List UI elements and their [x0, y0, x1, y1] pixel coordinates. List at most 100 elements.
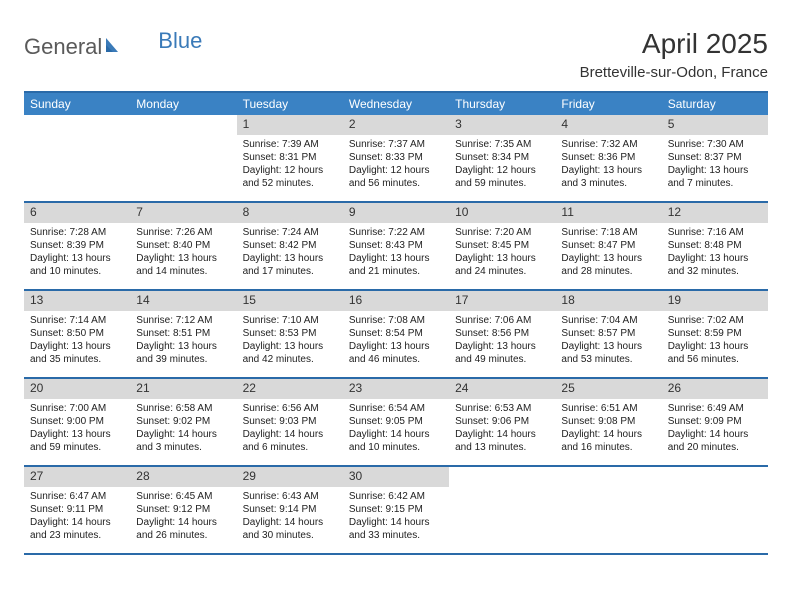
daylight-text: Daylight: 13 hours and 39 minutes.	[136, 340, 230, 366]
daylight-text: Daylight: 13 hours and 14 minutes.	[136, 252, 230, 278]
sunset-text: Sunset: 8:40 PM	[136, 239, 230, 252]
sunset-text: Sunset: 8:56 PM	[455, 327, 549, 340]
sunrise-text: Sunrise: 7:37 AM	[349, 138, 443, 151]
daylight-text: Daylight: 14 hours and 16 minutes.	[561, 428, 655, 454]
sunrise-text: Sunrise: 7:12 AM	[136, 314, 230, 327]
day-cell: 16Sunrise: 7:08 AMSunset: 8:54 PMDayligh…	[343, 291, 449, 377]
sunrise-text: Sunrise: 7:32 AM	[561, 138, 655, 151]
day-details: Sunrise: 7:24 AMSunset: 8:42 PMDaylight:…	[237, 223, 343, 282]
day-number: 11	[555, 203, 661, 223]
day-number: 21	[130, 379, 236, 399]
daylight-text: Daylight: 13 hours and 24 minutes.	[455, 252, 549, 278]
day-cell: 14Sunrise: 7:12 AMSunset: 8:51 PMDayligh…	[130, 291, 236, 377]
day-number: 1	[237, 115, 343, 135]
day-cell: 9Sunrise: 7:22 AMSunset: 8:43 PMDaylight…	[343, 203, 449, 289]
day-cell: 19Sunrise: 7:02 AMSunset: 8:59 PMDayligh…	[662, 291, 768, 377]
day-details: Sunrise: 7:20 AMSunset: 8:45 PMDaylight:…	[449, 223, 555, 282]
page-title: April 2025	[580, 28, 768, 60]
day-number: 13	[24, 291, 130, 311]
day-number: 26	[662, 379, 768, 399]
day-cell: 6Sunrise: 7:28 AMSunset: 8:39 PMDaylight…	[24, 203, 130, 289]
day-details: Sunrise: 7:28 AMSunset: 8:39 PMDaylight:…	[24, 223, 130, 282]
day-number: 23	[343, 379, 449, 399]
logo-text-general: General	[24, 34, 102, 60]
daylight-text: Daylight: 13 hours and 28 minutes.	[561, 252, 655, 278]
sunrise-text: Sunrise: 6:56 AM	[243, 402, 337, 415]
sunrise-text: Sunrise: 7:22 AM	[349, 226, 443, 239]
calendar-page: General Blue April 2025 Bretteville-sur-…	[0, 0, 792, 555]
empty-cell	[449, 467, 555, 553]
day-cell: 29Sunrise: 6:43 AMSunset: 9:14 PMDayligh…	[237, 467, 343, 553]
sunrise-text: Sunrise: 6:45 AM	[136, 490, 230, 503]
empty-cell	[662, 467, 768, 553]
day-details: Sunrise: 6:53 AMSunset: 9:06 PMDaylight:…	[449, 399, 555, 458]
title-block: April 2025 Bretteville-sur-Odon, France	[580, 28, 768, 81]
sunset-text: Sunset: 9:15 PM	[349, 503, 443, 516]
day-number: 14	[130, 291, 236, 311]
day-cell: 5Sunrise: 7:30 AMSunset: 8:37 PMDaylight…	[662, 115, 768, 201]
week-row: 13Sunrise: 7:14 AMSunset: 8:50 PMDayligh…	[24, 291, 768, 379]
day-cell: 18Sunrise: 7:04 AMSunset: 8:57 PMDayligh…	[555, 291, 661, 377]
day-cell: 1 Sunrise: 7:39 AMSunset: 8:31 PMDaylight…	[237, 115, 343, 201]
sunset-text: Sunset: 8:48 PM	[668, 239, 762, 252]
day-details: Sunrise: 6:42 AMSunset: 9:15 PMDaylight:…	[343, 487, 449, 546]
page-header: General Blue April 2025 Bretteville-sur-…	[24, 28, 768, 81]
day-details: Sunrise: 7:37 AMSunset: 8:33 PMDaylight:…	[343, 135, 449, 194]
sunrise-text: Sunrise: 7:08 AM	[349, 314, 443, 327]
sunrise-text: Sunrise: 6:58 AM	[136, 402, 230, 415]
sunrise-text: Sunrise: 6:53 AM	[455, 402, 549, 415]
sunset-text: Sunset: 8:36 PM	[561, 151, 655, 164]
day-header-wednesday: Wednesday	[343, 93, 449, 115]
day-cell: 12Sunrise: 7:16 AMSunset: 8:48 PMDayligh…	[662, 203, 768, 289]
daylight-text: Daylight: 12 hours and 59 minutes.	[455, 164, 549, 190]
day-details: Sunrise: 7:16 AMSunset: 8:48 PMDaylight:…	[662, 223, 768, 282]
day-number: 6	[24, 203, 130, 223]
day-details: Sunrise: 7:12 AMSunset: 8:51 PMDaylight:…	[130, 311, 236, 370]
sunrise-text: Sunrise: 6:54 AM	[349, 402, 443, 415]
day-number: 4	[555, 115, 661, 135]
day-details: Sunrise: 6:56 AMSunset: 9:03 PMDaylight:…	[237, 399, 343, 458]
day-cell: 17Sunrise: 7:06 AMSunset: 8:56 PMDayligh…	[449, 291, 555, 377]
sunrise-text: Sunrise: 6:43 AM	[243, 490, 337, 503]
day-details: Sunrise: 7:18 AMSunset: 8:47 PMDaylight:…	[555, 223, 661, 282]
sunset-text: Sunset: 9:08 PM	[561, 415, 655, 428]
day-number: 24	[449, 379, 555, 399]
daylight-text: Daylight: 13 hours and 10 minutes.	[30, 252, 124, 278]
sunrise-text: Sunrise: 7:14 AM	[30, 314, 124, 327]
day-cell: 21Sunrise: 6:58 AMSunset: 9:02 PMDayligh…	[130, 379, 236, 465]
day-number: 16	[343, 291, 449, 311]
daylight-text: Daylight: 14 hours and 23 minutes.	[30, 516, 124, 542]
day-details: Sunrise: 7:00 AMSunset: 9:00 PMDaylight:…	[24, 399, 130, 458]
day-details: Sunrise: 7:04 AMSunset: 8:57 PMDaylight:…	[555, 311, 661, 370]
day-cell: 30Sunrise: 6:42 AMSunset: 9:15 PMDayligh…	[343, 467, 449, 553]
day-cell: 28Sunrise: 6:45 AMSunset: 9:12 PMDayligh…	[130, 467, 236, 553]
daylight-text: Daylight: 14 hours and 6 minutes.	[243, 428, 337, 454]
day-details: Sunrise: 6:51 AMSunset: 9:08 PMDaylight:…	[555, 399, 661, 458]
day-cell: 22Sunrise: 6:56 AMSunset: 9:03 PMDayligh…	[237, 379, 343, 465]
week-row: 6Sunrise: 7:28 AMSunset: 8:39 PMDaylight…	[24, 203, 768, 291]
sunset-text: Sunset: 8:31 PM	[243, 151, 337, 164]
sunrise-text: Sunrise: 7:39 AM	[243, 138, 337, 151]
day-cell: 13Sunrise: 7:14 AMSunset: 8:50 PMDayligh…	[24, 291, 130, 377]
day-cell: 15Sunrise: 7:10 AMSunset: 8:53 PMDayligh…	[237, 291, 343, 377]
sunset-text: Sunset: 8:50 PM	[30, 327, 124, 340]
sunrise-text: Sunrise: 7:00 AM	[30, 402, 124, 415]
sunset-text: Sunset: 9:02 PM	[136, 415, 230, 428]
sunset-text: Sunset: 9:00 PM	[30, 415, 124, 428]
day-header-sunday: Sunday	[24, 93, 130, 115]
daylight-text: Daylight: 13 hours and 32 minutes.	[668, 252, 762, 278]
day-details: Sunrise: 7:22 AMSunset: 8:43 PMDaylight:…	[343, 223, 449, 282]
day-details: Sunrise: 7:14 AMSunset: 8:50 PMDaylight:…	[24, 311, 130, 370]
day-cell: 27Sunrise: 6:47 AMSunset: 9:11 PMDayligh…	[24, 467, 130, 553]
day-details: Sunrise: 7:32 AMSunset: 8:36 PMDaylight:…	[555, 135, 661, 194]
sunrise-text: Sunrise: 6:42 AM	[349, 490, 443, 503]
sunset-text: Sunset: 8:53 PM	[243, 327, 337, 340]
sunset-text: Sunset: 8:33 PM	[349, 151, 443, 164]
day-header-thursday: Thursday	[449, 93, 555, 115]
sunset-text: Sunset: 9:09 PM	[668, 415, 762, 428]
daylight-text: Daylight: 12 hours and 52 minutes.	[243, 164, 337, 190]
daylight-text: Daylight: 14 hours and 26 minutes.	[136, 516, 230, 542]
day-details: Sunrise: 7:30 AMSunset: 8:37 PMDaylight:…	[662, 135, 768, 194]
day-details: Sunrise: 7:02 AMSunset: 8:59 PMDaylight:…	[662, 311, 768, 370]
day-cell: 26Sunrise: 6:49 AMSunset: 9:09 PMDayligh…	[662, 379, 768, 465]
